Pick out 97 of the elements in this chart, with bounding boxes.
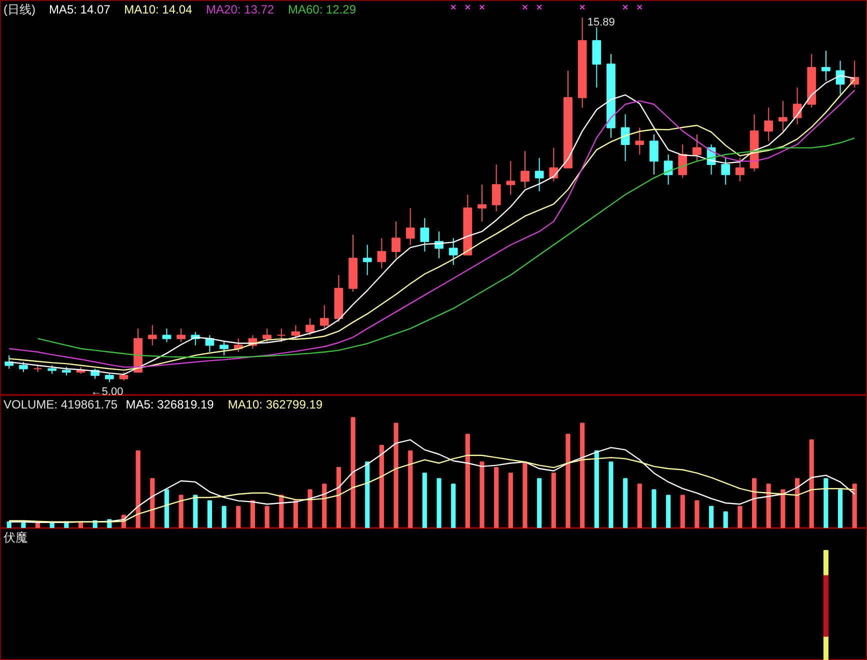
bar	[408, 450, 413, 528]
bar	[738, 506, 742, 528]
candlestick	[220, 341, 228, 356]
candlestick	[492, 164, 501, 212]
bar	[308, 489, 312, 528]
chart-title: (日线)	[4, 2, 36, 16]
text: MA5: 326819.19	[126, 398, 214, 412]
candlestick	[320, 304, 329, 330]
bar	[480, 462, 484, 528]
bar	[222, 506, 226, 528]
candlestick	[520, 150, 530, 188]
candlestick	[692, 134, 702, 162]
bar	[752, 478, 757, 528]
bar	[680, 494, 685, 528]
bar	[508, 472, 513, 528]
bar	[709, 506, 714, 528]
candlestick	[276, 328, 286, 342]
candlestick	[635, 127, 644, 155]
bar	[580, 422, 585, 528]
bar	[465, 434, 470, 528]
bar	[50, 522, 54, 528]
bar	[824, 478, 828, 528]
text: MA10: 14.04	[124, 2, 193, 16]
bar	[336, 467, 341, 528]
bar	[379, 444, 384, 528]
candlestick	[18, 362, 28, 373]
bar	[451, 484, 456, 528]
bar	[637, 484, 642, 528]
bar	[164, 489, 170, 528]
bar	[494, 467, 499, 528]
bar	[436, 478, 442, 528]
text: MA5: 14.07	[48, 2, 111, 16]
bar	[608, 462, 614, 528]
candlestick	[262, 328, 272, 342]
bar	[264, 506, 270, 528]
candlestick	[822, 50, 830, 82]
candlestick	[650, 134, 658, 176]
candlestick	[362, 244, 372, 276]
candlestick	[736, 157, 744, 182]
candlestick	[377, 238, 386, 269]
bar	[6, 521, 12, 528]
annotation: 15.89	[587, 16, 615, 29]
bar	[35, 522, 40, 528]
candlestick	[4, 354, 14, 370]
bar	[236, 506, 241, 528]
candlestick	[534, 157, 544, 192]
bar	[794, 478, 800, 528]
text: MA60: 12.29	[288, 2, 356, 16]
text: MA10: 362799.19	[228, 398, 323, 412]
bar	[809, 439, 814, 528]
bar	[551, 472, 556, 528]
candlestick	[291, 324, 300, 340]
bar	[422, 472, 427, 528]
candlestick	[764, 107, 774, 142]
bar	[350, 417, 356, 528]
bar	[694, 500, 700, 528]
bar	[566, 434, 570, 528]
bar	[193, 494, 198, 528]
bar	[522, 462, 528, 528]
bar	[322, 484, 327, 528]
bar	[207, 500, 212, 528]
bar	[250, 500, 256, 528]
bar	[365, 462, 370, 528]
bar	[652, 489, 656, 528]
candlestick	[306, 318, 314, 336]
candlestick	[176, 328, 186, 342]
bar	[766, 484, 771, 528]
candlestick	[620, 114, 630, 162]
candlestick	[778, 100, 788, 132]
candlestick	[420, 218, 430, 252]
candlestick	[448, 238, 458, 266]
bar	[537, 478, 542, 528]
bar	[723, 511, 728, 528]
bar	[21, 522, 26, 528]
chart-title: 伏魔	[4, 530, 28, 544]
bar	[293, 500, 298, 528]
candlestick	[392, 220, 400, 259]
bar	[666, 494, 671, 528]
bar	[852, 484, 857, 528]
candlestick	[506, 160, 516, 196]
chart-title: VOLUME: 419861.75	[4, 398, 118, 412]
bar	[780, 489, 786, 528]
candlestick	[592, 26, 602, 88]
bar	[594, 450, 599, 528]
candlestick	[162, 328, 172, 342]
bar	[136, 450, 140, 528]
bar	[623, 478, 628, 528]
candlestick	[406, 208, 415, 246]
bar	[150, 478, 155, 528]
bar	[279, 494, 284, 528]
candlestick	[721, 157, 730, 186]
bar	[178, 494, 184, 528]
candlestick	[148, 324, 157, 346]
text: MA20: 13.72	[206, 2, 274, 16]
candlestick	[478, 184, 486, 222]
bar	[394, 422, 398, 528]
bar	[838, 489, 843, 528]
